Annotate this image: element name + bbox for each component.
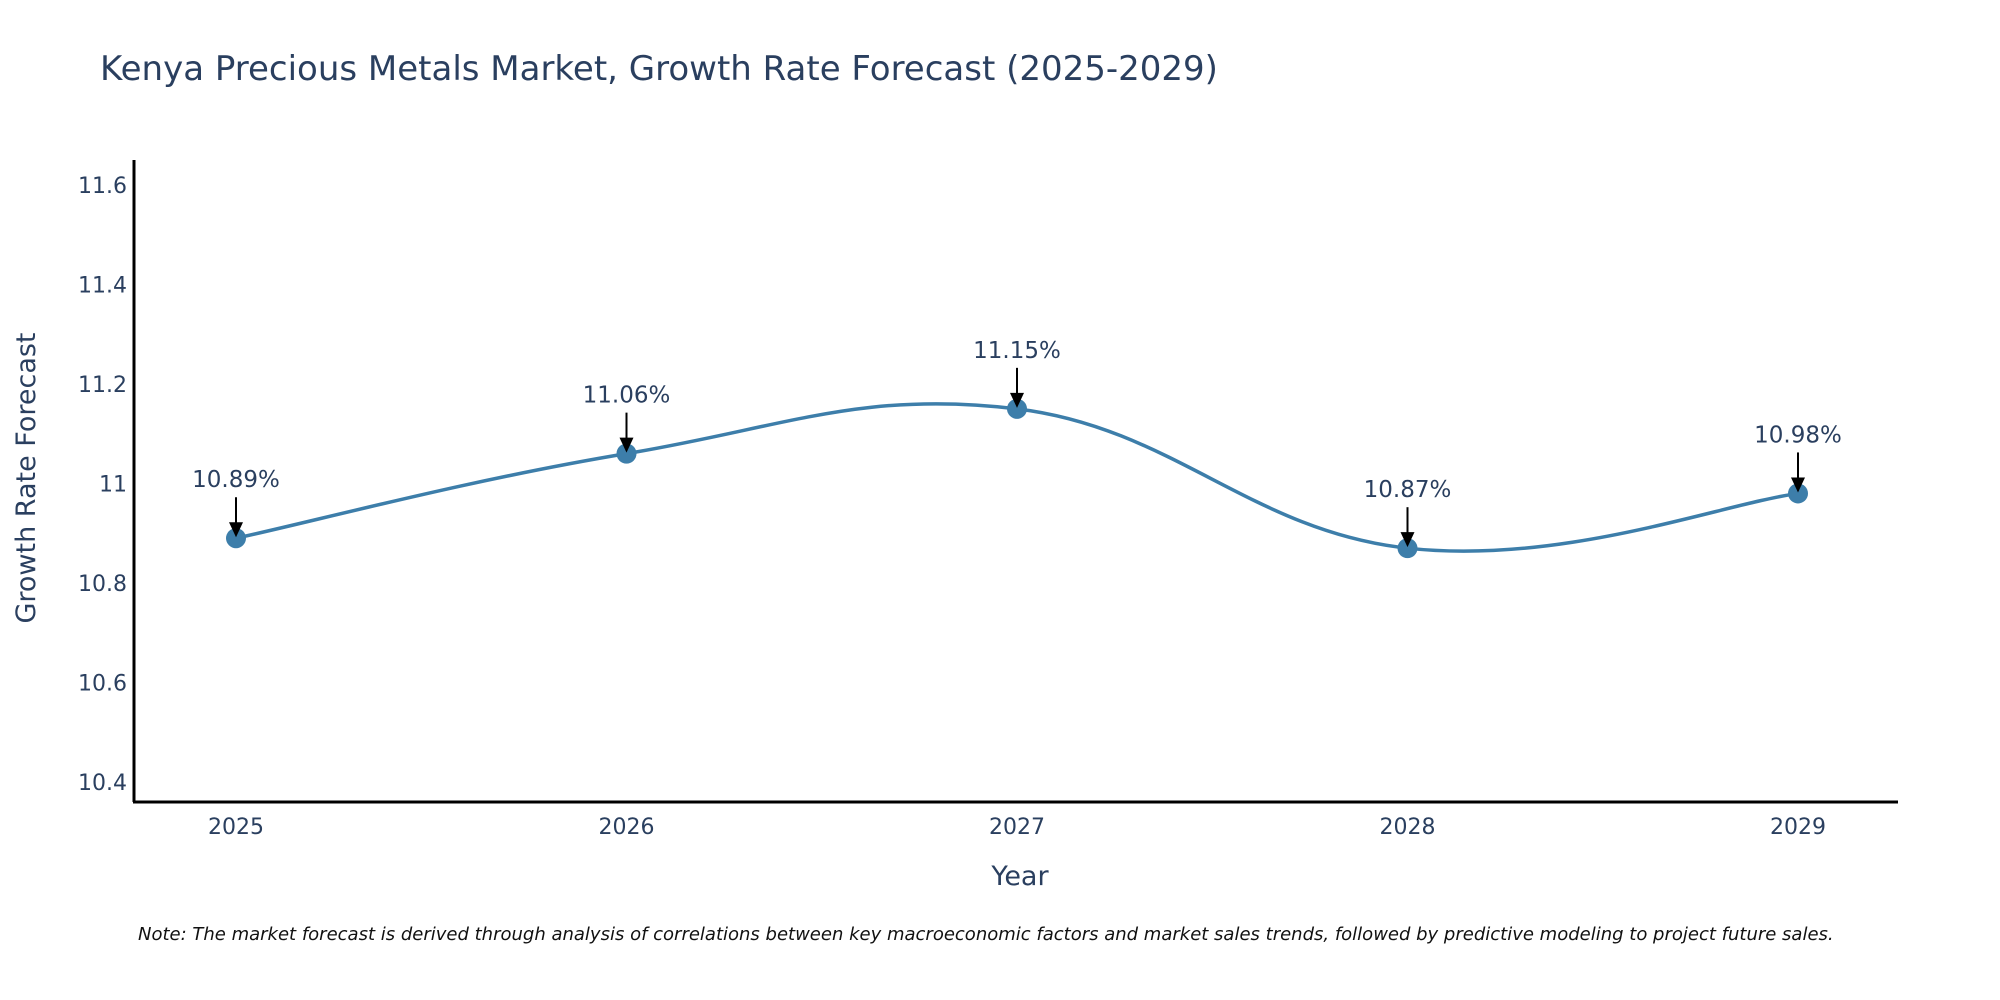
y-axis-ticks: 10.4 10.6 10.8 11 11.2 11.4 11.6: [78, 174, 127, 796]
y-tick-label: 10.6: [78, 672, 127, 697]
annotation-arrow-head: [1010, 392, 1024, 408]
y-tick-label: 11: [99, 472, 127, 497]
data-point: [226, 528, 246, 549]
data-label: 10.89%: [192, 467, 280, 493]
x-tick-label: 2027: [989, 815, 1045, 840]
data-points: [226, 398, 1808, 559]
y-tick-label: 10.4: [78, 771, 127, 796]
series-line: [235, 401, 1799, 553]
x-tick-label: 2026: [599, 815, 655, 840]
data-point: [1397, 538, 1418, 559]
footnote: Note: The market forecast is derived thr…: [138, 924, 1834, 945]
y-axis-title: Growth Rate Forecast: [11, 332, 42, 623]
x-axis-ticks: 2025 2026 2027 2028 2029: [208, 815, 1826, 840]
y-tick-label: 11.6: [78, 174, 127, 199]
y-tick-label: 11.2: [78, 373, 127, 398]
y-tick-label: 10.8: [78, 572, 127, 597]
x-tick-label: 2028: [1380, 815, 1436, 840]
x-tick-label: 2029: [1770, 815, 1826, 840]
annotation-arrow-head: [619, 437, 634, 453]
data-annotations: 10.89% 11.06% 11.15% 10.87% 10.98%: [192, 338, 1842, 548]
x-axis-title: Year: [990, 861, 1049, 892]
annotation-arrow-head: [229, 522, 243, 538]
annotation-arrow-head: [1400, 532, 1415, 548]
data-label: 10.87%: [1364, 477, 1452, 503]
y-tick-label: 11.4: [78, 273, 127, 298]
x-tick-label: 2025: [208, 815, 264, 840]
data-point: [1788, 483, 1808, 504]
chart-title: Kenya Precious Metals Market, Growth Rat…: [100, 49, 1218, 89]
data-label: 10.98%: [1754, 422, 1842, 448]
data-label: 11.15%: [973, 338, 1061, 364]
data-point: [1007, 398, 1027, 419]
data-label: 11.06%: [583, 383, 671, 409]
data-point: [616, 443, 637, 464]
annotation-arrow-head: [1791, 477, 1805, 493]
